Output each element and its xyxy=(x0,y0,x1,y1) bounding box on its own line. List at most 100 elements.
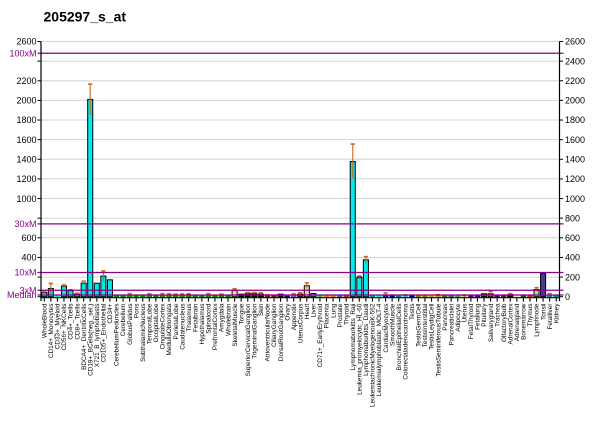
svg-text:Fetallung: Fetallung xyxy=(475,303,482,330)
svg-text:SuperiorCervicalGanglion: SuperiorCervicalGanglion xyxy=(245,303,252,376)
svg-text:Kidney: Kidney xyxy=(553,303,560,323)
svg-text:Spinalcord: Spinalcord xyxy=(206,303,213,334)
svg-text:TestisSeminiferousTubule: TestisSeminiferousTubule xyxy=(435,303,442,376)
svg-text:800: 800 xyxy=(565,213,580,223)
svg-text:1800: 1800 xyxy=(565,115,585,125)
svg-text:SubthalamicNucleus: SubthalamicNucleus xyxy=(140,304,147,362)
svg-text:CD56+_NKCells: CD56+_NKCells xyxy=(61,304,68,351)
svg-text:Adipocyte: Adipocyte xyxy=(455,303,462,332)
svg-text:Pons: Pons xyxy=(133,304,140,319)
svg-text:400: 400 xyxy=(565,253,580,263)
svg-text:600: 600 xyxy=(21,233,36,243)
svg-text:1400: 1400 xyxy=(565,154,585,164)
svg-text:2000: 2000 xyxy=(16,96,36,106)
svg-text:AdrenalCortex: AdrenalCortex xyxy=(507,303,514,345)
svg-text:CD105+_Endothelial: CD105+_Endothelial xyxy=(101,304,108,363)
svg-text:Tonsil: Tonsil xyxy=(540,304,547,320)
svg-text:0: 0 xyxy=(565,292,570,302)
svg-text:Placenta: Placenta xyxy=(324,303,331,328)
svg-text:Pituitary: Pituitary xyxy=(481,303,488,327)
svg-text:FetalThyroid: FetalThyroid xyxy=(468,303,475,339)
svg-text:2400: 2400 xyxy=(565,56,585,66)
svg-text:400: 400 xyxy=(21,253,36,263)
svg-text:Cerebellum: Cerebellum xyxy=(120,304,127,337)
svg-text:Wholebrain: Wholebrain xyxy=(225,303,232,336)
svg-text:2000: 2000 xyxy=(565,96,585,106)
svg-text:Ovary: Ovary xyxy=(284,303,291,321)
svg-text:OccipitalLobe: OccipitalLobe xyxy=(153,303,160,342)
svg-text:LeukemiachronicMyelogenousK-56: LeukemiachronicMyelogenousK-562 xyxy=(370,303,377,407)
svg-text:MedullaOblongata: MedullaOblongata xyxy=(166,303,173,355)
svg-text:Thymus: Thymus xyxy=(527,304,534,327)
svg-text:2200: 2200 xyxy=(565,76,585,86)
svg-text:30xM: 30xM xyxy=(14,219,36,229)
svg-text:3xM: 3xM xyxy=(19,285,36,295)
svg-text:Tongue: Tongue xyxy=(238,303,245,324)
svg-text:CiliaryGanglion: CiliaryGanglion xyxy=(271,303,278,347)
svg-text:Bonemarrow: Bonemarrow xyxy=(521,303,528,340)
svg-text:2600: 2600 xyxy=(16,37,36,47)
svg-text:UterusCorpus: UterusCorpus xyxy=(297,304,304,343)
svg-text:TestisGermCell: TestisGermCell xyxy=(416,304,423,347)
svg-text:Pancreas: Pancreas xyxy=(442,304,449,331)
svg-text:TrigeminalGanglion: TrigeminalGanglion xyxy=(252,303,259,359)
svg-text:PancreaticIslet: PancreaticIslet xyxy=(448,303,455,345)
svg-text:TemporalLobe: TemporalLobe xyxy=(146,303,153,344)
svg-text:205297_s_at: 205297_s_at xyxy=(44,9,127,25)
svg-text:1000: 1000 xyxy=(565,194,585,204)
svg-text:AtrioventricularNode: AtrioventricularNode xyxy=(265,303,272,361)
svg-text:1400: 1400 xyxy=(16,154,36,164)
svg-text:CD8+_Tcells: CD8+_Tcells xyxy=(74,304,81,340)
svg-text:CD71+_EarlyErythroid: CD71+_EarlyErythroid xyxy=(317,303,324,367)
svg-text:ParietalLobe: ParietalLobe xyxy=(173,303,180,339)
svg-text:SmoothMuscle: SmoothMuscle xyxy=(389,303,396,346)
svg-text:Lymphomaburkitts_Raji: Lymphomaburkitts_Raji xyxy=(350,304,357,371)
svg-text:Skin: Skin xyxy=(258,303,265,316)
svg-text:Leukemialymphoblastic_MOLT-4: Leukemialymphoblastic_MOLT-4 xyxy=(376,303,383,396)
svg-text:CerebellumPeduncles: CerebellumPeduncles xyxy=(114,304,121,367)
svg-text:2200: 2200 xyxy=(16,76,36,86)
svg-text:Leukemia_promyelocytic_HL-60: Leukemia_promyelocytic_HL-60 xyxy=(357,303,364,395)
svg-text:600: 600 xyxy=(565,233,580,243)
svg-text:Thyroid: Thyroid xyxy=(343,303,350,325)
svg-text:1000: 1000 xyxy=(16,194,36,204)
svg-text:WholeBlood: WholeBlood xyxy=(41,303,48,338)
svg-text:CD14+_Monocytes: CD14+_Monocytes xyxy=(48,304,55,359)
svg-text:Prostate: Prostate xyxy=(337,303,344,327)
svg-text:GlobusPalidus: GlobusPalidus xyxy=(127,304,134,345)
svg-text:Heart: Heart xyxy=(304,303,311,319)
svg-text:CD33+_Myeloid: CD33+_Myeloid xyxy=(55,303,62,349)
svg-text:Salivarygland: Salivarygland xyxy=(488,303,495,342)
svg-text:BronchialEpithelialCells: BronchialEpithelialCells xyxy=(396,304,403,371)
svg-text:Amygdala: Amygdala xyxy=(219,303,226,332)
svg-text:1200: 1200 xyxy=(16,174,36,184)
svg-text:100xM: 100xM xyxy=(9,48,36,58)
svg-text:CardiacMyocytes: CardiacMyocytes xyxy=(383,304,390,353)
svg-text:Fetalliver: Fetalliver xyxy=(547,303,554,330)
svg-text:1600: 1600 xyxy=(565,135,585,145)
svg-text:1800: 1800 xyxy=(16,115,36,125)
svg-text:Median: Median xyxy=(7,290,37,300)
svg-text:DorsalRootGanglion: DorsalRootGanglion xyxy=(278,303,285,361)
svg-text:10xM: 10xM xyxy=(14,268,36,278)
svg-text:CD19+_BCells(neg._sel.): CD19+_BCells(neg._sel.) xyxy=(87,304,94,376)
svg-text:Caudatenucleus: Caudatenucleus xyxy=(179,304,186,350)
svg-text:CD4+_Tcells: CD4+_Tcells xyxy=(68,304,75,340)
svg-text:CingulateCortex: CingulateCortex xyxy=(160,303,167,350)
svg-text:Colorectaladenocarcinoma: Colorectaladenocarcinoma xyxy=(402,303,409,379)
svg-text:1200: 1200 xyxy=(565,174,585,184)
svg-text:Lymphomaburkitts_Daudi: Lymphomaburkitts_Daudi xyxy=(363,304,370,376)
svg-text:Fetalbrain: Fetalbrain xyxy=(192,303,199,332)
svg-text:2600: 2600 xyxy=(565,37,585,47)
svg-text:CD34+: CD34+ xyxy=(107,303,114,323)
svg-text:Trachea: Trachea xyxy=(494,303,501,327)
svg-text:Adrenalgland: Adrenalgland xyxy=(514,303,521,341)
svg-text:BDCA4+_DentriticCells: BDCA4+_DentriticCells xyxy=(81,304,88,370)
svg-text:OlfactoryBulb: OlfactoryBulb xyxy=(501,303,508,342)
svg-text:Thalamus: Thalamus xyxy=(186,304,193,332)
svg-text:TestisLeydigCell: TestisLeydigCell xyxy=(429,304,436,350)
svg-text:Uterus: Uterus xyxy=(462,304,469,323)
svg-text:Lung: Lung xyxy=(330,303,337,318)
svg-text:Testis: Testis xyxy=(409,304,416,320)
svg-text:TestisInterstitial: TestisInterstitial xyxy=(422,304,429,348)
